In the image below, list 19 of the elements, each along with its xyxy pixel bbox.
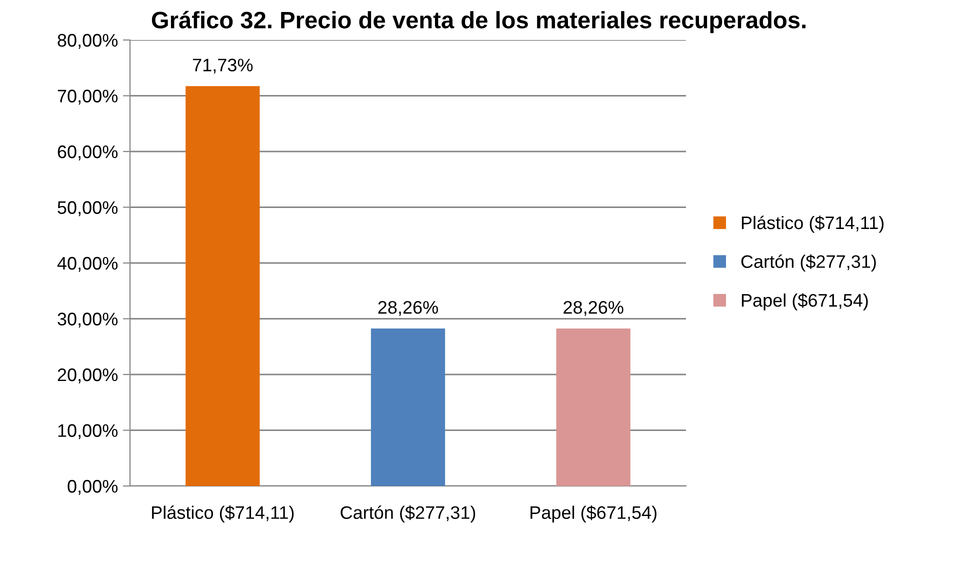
y-tick-label: 10,00% xyxy=(58,424,118,440)
data-label: 28,26% xyxy=(564,300,624,316)
y-tick-label: 20,00% xyxy=(58,368,118,384)
data-label: 71,73% xyxy=(192,58,253,74)
y-tick-label: 50,00% xyxy=(58,201,118,216)
x-tick-label: Cartón ($277,31) xyxy=(340,505,476,523)
y-tick-label: 80,00% xyxy=(58,34,118,49)
chart-title: Gráfico 32. Precio de venta de los materiales recuperados. xyxy=(152,10,806,34)
data-label: 28,26% xyxy=(378,300,438,316)
y-tick-label: 70,00% xyxy=(58,90,118,105)
y-tick-label: 40,00% xyxy=(57,256,118,272)
legend-label: Cartón ($277,31) xyxy=(741,254,876,272)
y-tick-label: 30,00% xyxy=(58,312,118,328)
x-tick-label: Papel ($671,54) xyxy=(530,505,656,523)
y-tick-label: 60,00% xyxy=(58,145,118,160)
legend-label: Papel ($671,54) xyxy=(742,293,868,310)
x-tick-label: Plástico ($714,11) xyxy=(152,505,294,523)
y-tick-label: 0,00% xyxy=(68,480,118,495)
legend-label: Plástico ($714,11) xyxy=(742,216,884,233)
